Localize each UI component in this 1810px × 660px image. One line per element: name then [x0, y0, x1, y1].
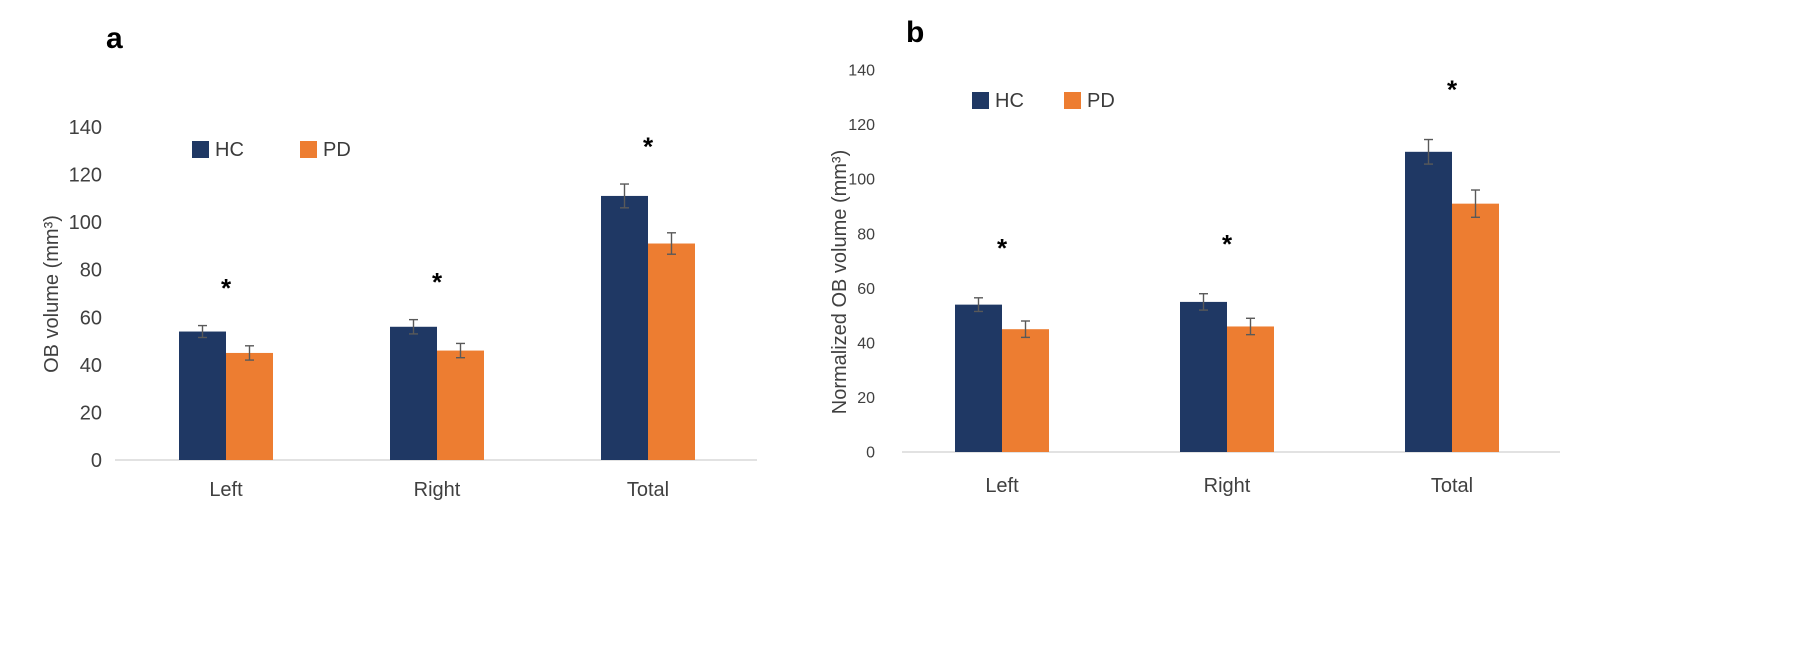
bar-HC-Total — [601, 195, 648, 460]
panel-label-a: a — [106, 22, 123, 55]
x-category-label: Total — [1431, 475, 1473, 497]
bar-PD-Right — [1227, 326, 1274, 452]
significance-marker: * — [643, 131, 654, 161]
y-tick-label: 100 — [848, 172, 875, 189]
legend-swatch-HC — [192, 141, 209, 158]
bar-HC-Total — [1405, 151, 1452, 452]
y-tick-label: 140 — [848, 63, 875, 80]
y-tick-label: 120 — [69, 165, 102, 187]
chart-panel-b: b 0 20 40 60 80 100 120 140 Normalized OB volume… — [829, 0, 1810, 660]
legend-swatch-HC — [972, 92, 989, 109]
chart-svg-b: 0 20 40 60 80 100 120 140 Normalized OB volume (… — [829, 63, 1560, 497]
y-tick-label: 20 — [857, 390, 875, 407]
y-tick-label: 40 — [80, 355, 102, 377]
chart-panel-a: a 0 20 40 60 80 100 120 140 OB volume (mm³) HC PD L… — [0, 0, 830, 660]
bar-PD-Right — [437, 350, 484, 460]
x-category-label: Left — [985, 475, 1019, 497]
bar-PD-Left — [1002, 329, 1049, 452]
y-tick-label: 40 — [857, 335, 875, 352]
bar-HC-Left — [955, 304, 1002, 452]
y-tick-label: 80 — [80, 260, 102, 282]
bar-PD-Total — [648, 243, 695, 460]
significance-marker: * — [432, 267, 443, 297]
bar-HC-Right — [390, 326, 437, 460]
legend-label-HC: HC — [215, 139, 244, 161]
y-tick-label: 80 — [857, 226, 875, 243]
legend-label-PD: PD — [1087, 90, 1115, 112]
y-tick-label: 100 — [69, 212, 102, 234]
significance-marker: * — [1222, 229, 1233, 259]
y-tick-label: 0 — [91, 450, 102, 472]
bar-HC-Right — [1180, 301, 1227, 452]
y-tick-label: 140 — [69, 117, 102, 139]
x-category-label: Right — [414, 479, 461, 501]
y-tick-label: 120 — [848, 117, 875, 134]
panel-label-b: b — [906, 16, 925, 49]
bar-PD-Left — [226, 352, 273, 460]
y-axis-title: Normalized OB volume (mm³) — [830, 150, 851, 414]
chart-svg-a: 0 20 40 60 80 100 120 140 OB volume (mm³) HC PD Lef… — [41, 117, 757, 501]
significance-marker: * — [997, 233, 1008, 263]
y-tick-label: 60 — [857, 281, 875, 298]
bar-PD-Total — [1452, 203, 1499, 452]
legend-label-PD: PD — [323, 139, 351, 161]
significance-marker: * — [1447, 75, 1458, 105]
x-category-label: Left — [209, 479, 243, 501]
legend-swatch-PD — [300, 141, 317, 158]
x-category-label: Right — [1204, 475, 1251, 497]
y-tick-label: 60 — [80, 307, 102, 329]
y-tick-label: 0 — [866, 445, 875, 462]
y-tick-label: 20 — [80, 402, 102, 424]
bar-HC-Left — [179, 331, 226, 460]
y-axis-title: OB volume (mm³) — [41, 215, 63, 373]
significance-marker: * — [221, 273, 232, 303]
legend-swatch-PD — [1064, 92, 1081, 109]
legend-label-HC: HC — [995, 90, 1024, 112]
x-category-label: Total — [627, 479, 669, 501]
